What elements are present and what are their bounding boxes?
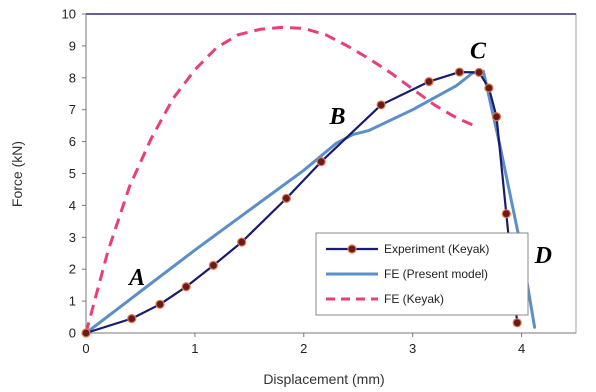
annotation-label-d: D: [534, 243, 552, 269]
experiment-marker: [512, 318, 522, 328]
y-tick-label: 4: [69, 198, 76, 213]
legend-label-3: FE (Keyak): [384, 292, 444, 306]
x-tick-label: 2: [300, 341, 307, 356]
y-tick-label: 3: [69, 230, 76, 245]
y-axis-title: Force (kN): [9, 141, 25, 207]
experiment-marker: [181, 282, 191, 292]
legend: Experiment (Keyak) FE (Present model) FE (…: [315, 232, 529, 316]
experiment-marker: [491, 112, 502, 122]
y-tick-label: 0: [69, 326, 76, 341]
x-tick-label: 4: [518, 341, 525, 356]
y-tick-label: 5: [69, 166, 76, 181]
experiment-marker: [484, 83, 494, 93]
series-line-3: [84, 25, 479, 334]
series-line-1: [84, 71, 519, 335]
y-tick-label: 2: [69, 262, 76, 277]
x-axis-title: Displacement (mm): [263, 371, 384, 387]
experiment-marker: [376, 100, 386, 110]
x-tick-label: 3: [409, 341, 416, 356]
experiment-marker: [474, 67, 484, 77]
experiment-marker: [316, 157, 326, 167]
annotation-label-a: A: [127, 265, 145, 291]
experiment-marker: [237, 237, 247, 247]
experiment-marker: [501, 209, 511, 219]
experiment-marker: [281, 193, 291, 203]
axes: 0 1 2 3 4 5 6 7 8 9 10 0 1 2 3 4: [62, 7, 577, 356]
experiment-marker: [127, 314, 137, 324]
y-tick-label: 10: [62, 7, 76, 22]
y-tick-label: 6: [69, 134, 76, 149]
experiment-marker: [424, 77, 434, 87]
x-tick-label: 0: [82, 341, 89, 356]
annotation-label-b: B: [329, 104, 346, 130]
experiment-marker: [454, 67, 465, 77]
legend-marker: [347, 244, 357, 254]
legend-label-1: Experiment (Keyak): [384, 242, 489, 256]
experiment-marker: [208, 260, 218, 270]
x-tick-label: 1: [191, 341, 198, 356]
y-tick-label: 8: [69, 70, 76, 85]
series-layer: [81, 25, 537, 338]
annotation-layer: A B C D: [127, 39, 552, 291]
y-tick-label: 1: [69, 294, 76, 309]
experiment-marker: [155, 299, 165, 309]
annotation-label-c: C: [470, 39, 487, 65]
experiment-marker: [81, 328, 91, 338]
legend-label-2: FE (Present model): [384, 267, 488, 281]
y-tick-label: 7: [69, 102, 76, 117]
y-tick-label: 9: [69, 38, 76, 53]
